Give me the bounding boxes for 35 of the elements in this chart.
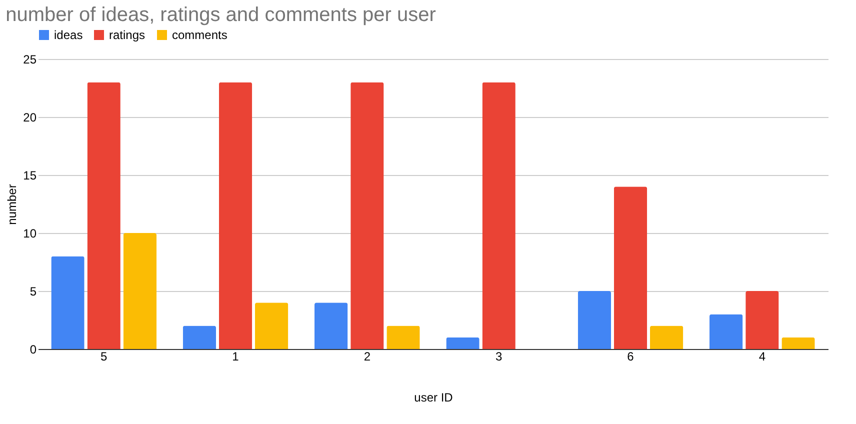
x-tick-label: 6 bbox=[627, 350, 634, 364]
x-tick-label: 5 bbox=[100, 350, 108, 364]
bar bbox=[254, 302, 288, 349]
y-tick-label: 10 bbox=[23, 226, 37, 240]
bar bbox=[710, 314, 743, 349]
bar bbox=[314, 302, 348, 349]
bar bbox=[782, 337, 815, 349]
x-tick-label: 3 bbox=[495, 350, 502, 364]
bar bbox=[350, 82, 384, 349]
bar bbox=[614, 186, 648, 349]
legend-label: comments bbox=[172, 28, 228, 42]
x-axis-title: user ID bbox=[414, 390, 454, 404]
x-tick-label: 2 bbox=[364, 350, 371, 364]
y-axis-title: number bbox=[5, 184, 20, 225]
bar bbox=[578, 291, 612, 349]
y-tick-label: 15 bbox=[23, 168, 37, 182]
legend-label: ideas bbox=[54, 28, 83, 42]
bar bbox=[386, 326, 420, 349]
bar bbox=[51, 256, 84, 349]
y-tick-label: 25 bbox=[23, 52, 37, 66]
bar bbox=[218, 82, 252, 349]
bar bbox=[123, 233, 156, 349]
x-tick-label: 4 bbox=[758, 350, 766, 364]
bar bbox=[446, 337, 480, 349]
bar bbox=[87, 82, 120, 349]
bar bbox=[746, 291, 779, 349]
bar bbox=[482, 82, 516, 349]
y-tick-label: 20 bbox=[23, 110, 37, 124]
y-tick-label: 5 bbox=[30, 284, 37, 298]
bar bbox=[182, 326, 216, 349]
x-tick-label: 1 bbox=[232, 350, 240, 364]
y-tick-label: 0 bbox=[30, 342, 37, 356]
chart-title: number of ideas, ratings and comments per user bbox=[6, 4, 436, 26]
bar bbox=[650, 326, 684, 349]
legend-label: ratings bbox=[109, 28, 146, 42]
